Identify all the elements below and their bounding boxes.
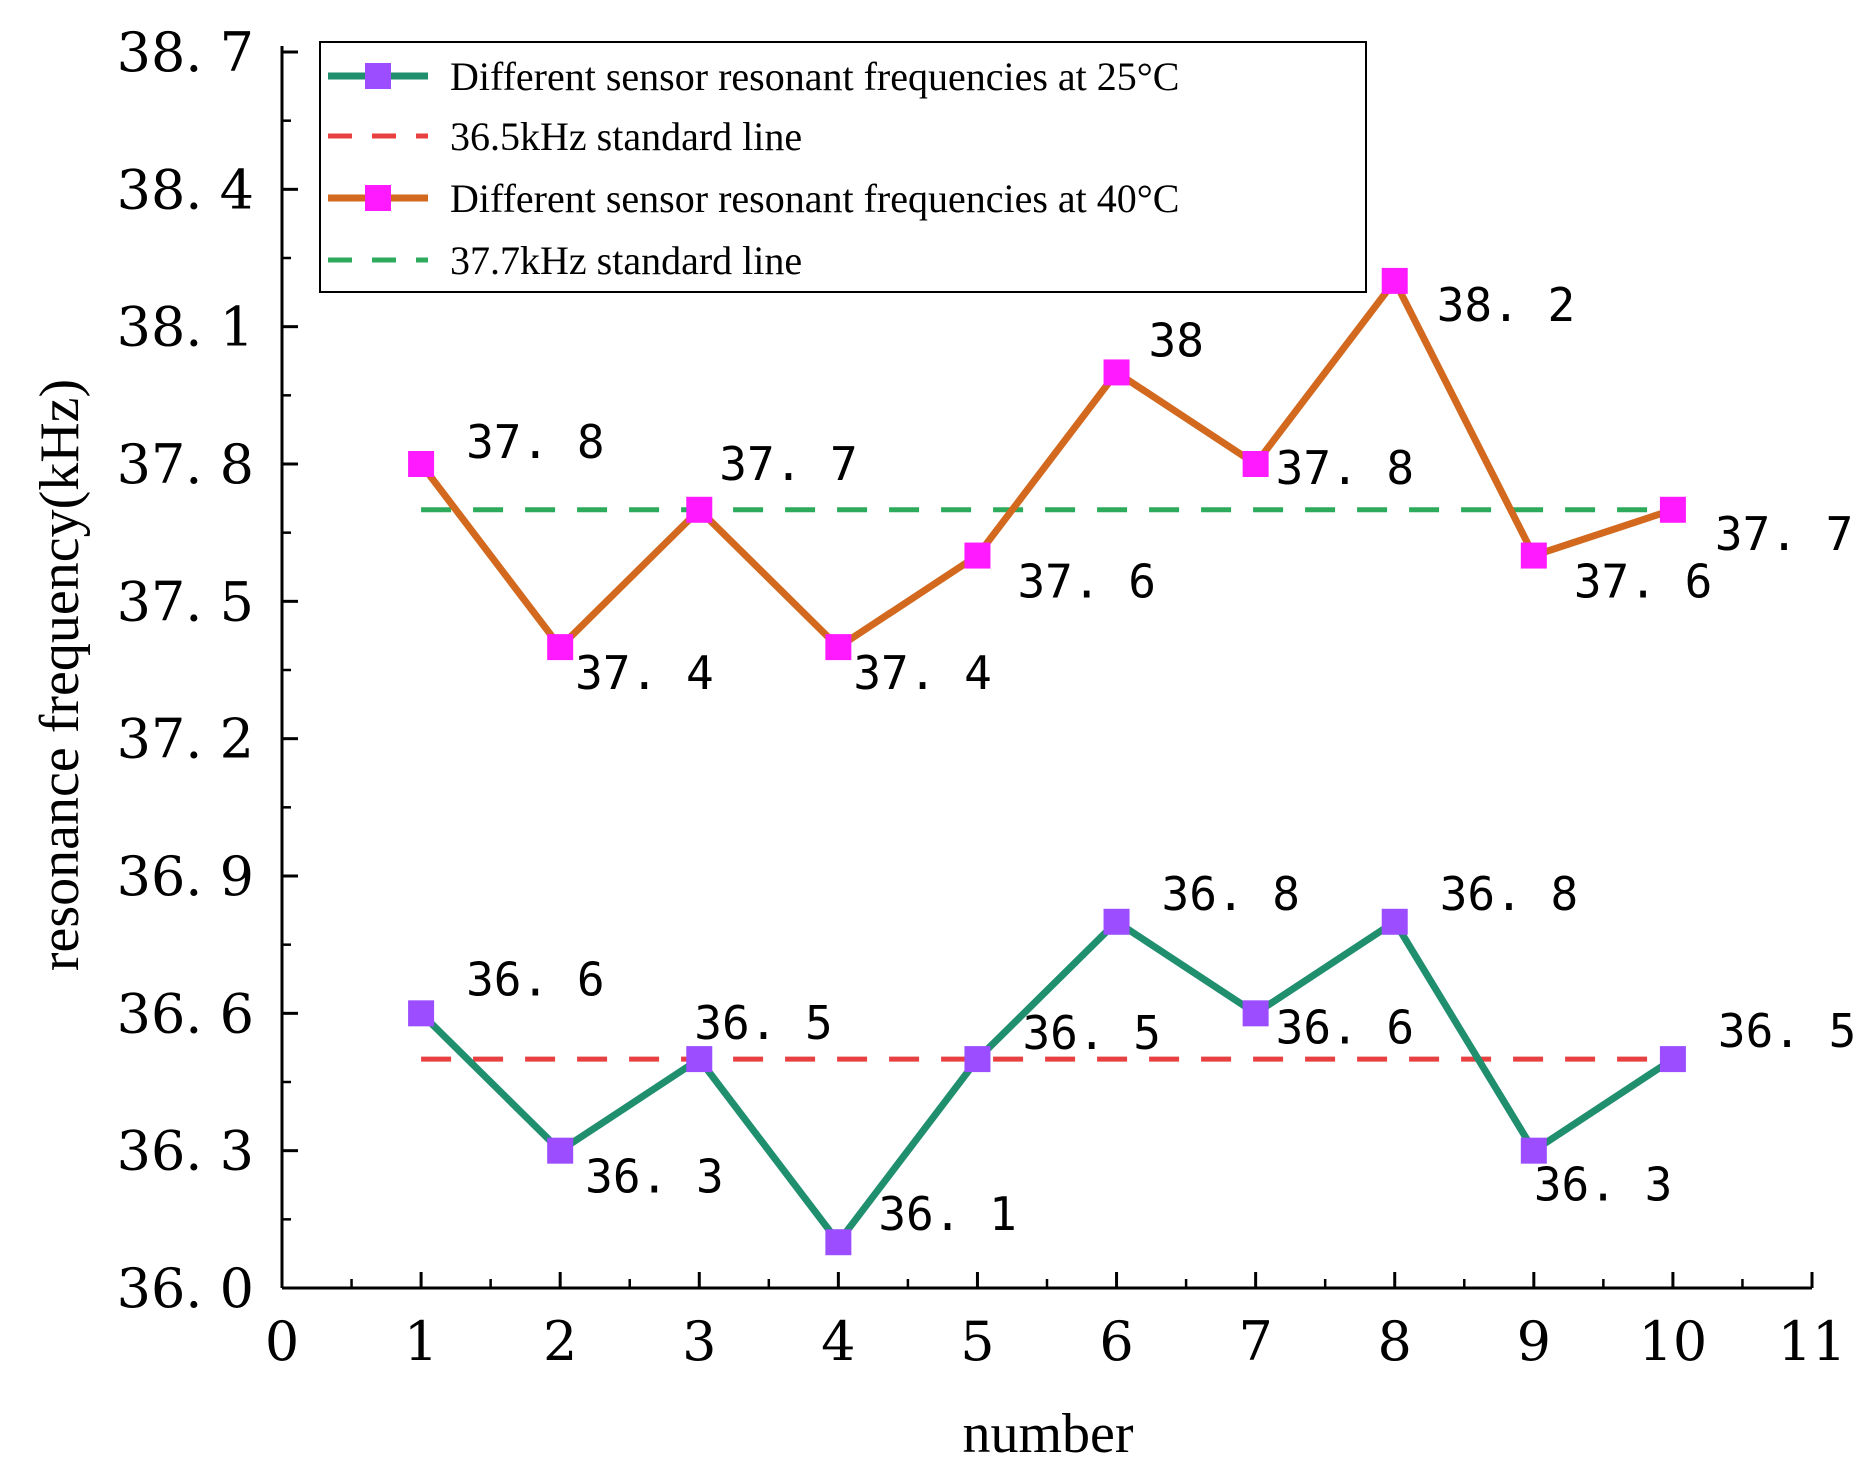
data-label: 36. 5 xyxy=(694,996,832,1050)
y-tick-label: 38. 7 xyxy=(117,21,254,84)
x-tick-label: 9 xyxy=(1517,1310,1551,1373)
data-point-marker xyxy=(1381,908,1408,935)
series-markers xyxy=(408,267,1686,1256)
data-label: 36. 5 xyxy=(1022,1006,1160,1060)
data-label: 37. 4 xyxy=(575,646,713,700)
data-point-marker xyxy=(1242,451,1269,477)
data-point-marker xyxy=(964,542,991,569)
x-tick-label: 5 xyxy=(960,1310,994,1373)
data-point-marker xyxy=(547,1137,574,1164)
data-label: 38 xyxy=(1149,313,1204,367)
data-label: 37. 6 xyxy=(1017,555,1155,609)
data-label: 36. 8 xyxy=(1162,867,1300,921)
data-point-marker xyxy=(1520,542,1547,569)
data-point-marker xyxy=(547,634,574,661)
data-label: 36. 5 xyxy=(1718,1004,1856,1058)
x-tick-label: 0 xyxy=(265,1310,299,1373)
legend-label: 36.5kHz standard line xyxy=(450,114,802,159)
x-tick-label: 2 xyxy=(543,1310,577,1373)
series-line xyxy=(418,274,1675,653)
x-tick-label: 11 xyxy=(1778,1310,1847,1373)
y-tick-label: 36. 9 xyxy=(117,845,254,908)
legend-label: Different sensor resonant frequencies at… xyxy=(450,54,1179,99)
series-lines xyxy=(418,274,1675,1249)
y-tick-label: 37. 5 xyxy=(117,570,254,633)
x-tick-label: 7 xyxy=(1238,1310,1272,1373)
y-axis-title: resonance frequency(kHz) xyxy=(29,379,91,971)
reference-lines xyxy=(421,507,1673,1062)
data-label: 37. 8 xyxy=(1276,441,1414,495)
data-point-marker xyxy=(1659,1046,1686,1073)
data-label: 36. 1 xyxy=(878,1187,1016,1241)
legend-label: Different sensor resonant frequencies at… xyxy=(450,176,1179,221)
legend-box xyxy=(319,41,1367,293)
y-tick-label: 36. 0 xyxy=(117,1257,254,1320)
data-point-marker xyxy=(825,1229,852,1256)
x-axis-title: number xyxy=(962,1403,1133,1465)
x-tick-label: 10 xyxy=(1639,1310,1708,1373)
x-tick-label: 1 xyxy=(404,1310,438,1373)
series-line xyxy=(418,916,1675,1249)
data-label: 38. 2 xyxy=(1437,278,1575,332)
legend: Different sensor resonant frequencies at… xyxy=(319,41,1367,293)
y-tick-label: 36. 3 xyxy=(117,1120,254,1183)
x-tick-label: 8 xyxy=(1378,1310,1412,1373)
data-label: 36. 6 xyxy=(466,952,604,1006)
data-label: 36. 3 xyxy=(1534,1158,1672,1212)
data-point-marker xyxy=(1659,496,1686,523)
legend-marker-swatch xyxy=(365,63,391,89)
x-tick-label: 3 xyxy=(682,1310,716,1373)
y-tick-label: 38. 4 xyxy=(117,158,254,221)
data-point-marker xyxy=(964,1046,991,1073)
data-label: 36. 6 xyxy=(1276,1000,1414,1054)
data-label: 37. 4 xyxy=(853,646,991,700)
data-point-marker xyxy=(408,1000,435,1027)
data-point-marker xyxy=(1520,1137,1547,1164)
data-point-marker xyxy=(686,496,713,523)
data-label: 36. 3 xyxy=(585,1150,723,1204)
data-point-marker xyxy=(686,1046,713,1073)
tick-labels: 0 1 2 3 4 5 6 7 8 9 10 11 36. 0 36. 3 36. 6 36. 9 37. 2 3… xyxy=(117,21,1847,1373)
data-label: 37. 7 xyxy=(719,437,857,491)
legend-marker-swatch xyxy=(365,185,391,211)
data-point-marker xyxy=(1381,267,1408,294)
legend-label: 37.7kHz standard line xyxy=(450,238,802,283)
x-tick-label: 6 xyxy=(1099,1310,1133,1373)
data-point-marker xyxy=(1242,1000,1269,1027)
data-label: 37. 6 xyxy=(1574,555,1712,609)
x-tick-label: 4 xyxy=(821,1310,855,1373)
data-point-marker xyxy=(408,451,435,477)
y-tick-label: 37. 8 xyxy=(117,433,254,496)
y-tick-label: 38. 1 xyxy=(117,296,254,359)
data-label: 36. 8 xyxy=(1440,867,1578,921)
data-label: 37. 8 xyxy=(466,415,604,469)
axes xyxy=(280,46,1814,1290)
data-point-marker xyxy=(825,634,852,661)
y-tick-label: 36. 6 xyxy=(117,982,254,1045)
y-tick-label: 37. 2 xyxy=(117,708,254,771)
data-labels: 36. 6 36. 3 36. 5 36. 1 36. 5 36. 8 36. 6 36. 8… xyxy=(466,278,1856,1241)
data-point-marker xyxy=(1103,359,1130,386)
data-label: 37. 7 xyxy=(1715,507,1853,561)
data-point-marker xyxy=(1103,908,1130,935)
